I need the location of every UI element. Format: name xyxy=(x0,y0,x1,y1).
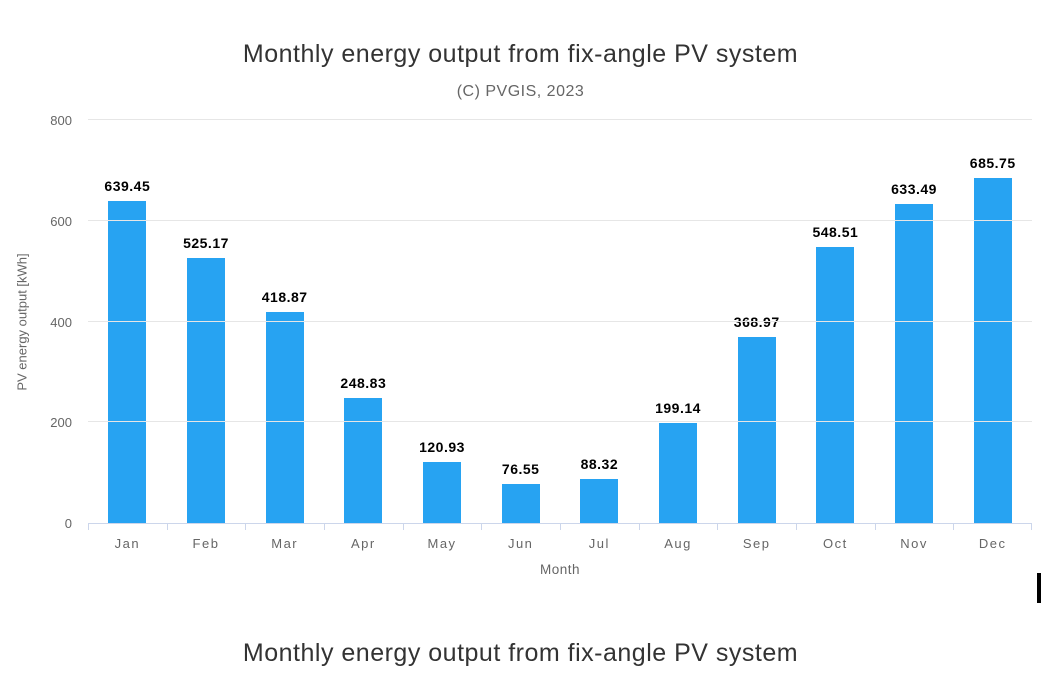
bar-oct[interactable] xyxy=(816,246,855,523)
bar-value-label-jul: 88.32 xyxy=(580,455,619,472)
gridline-y-200 xyxy=(88,421,1032,423)
bar-feb[interactable] xyxy=(187,258,225,523)
bar-slot-dec: 685.75 xyxy=(953,121,1032,523)
second-chart-title: Monthly energy output from fix-angle PV … xyxy=(242,639,799,667)
bar-slot-sep: 368.97 xyxy=(717,121,796,523)
x-axis-tick-mark xyxy=(88,524,89,530)
bar-value-label-aug: 199.14 xyxy=(655,399,701,416)
x-tick-label-feb: Feb xyxy=(192,536,220,551)
bar-slot-jul: 88.32 xyxy=(560,121,639,523)
y-tick-label-400: 400 xyxy=(50,314,72,330)
x-axis-tick-mark xyxy=(1031,524,1032,530)
bar-slot-jun: 76.55 xyxy=(481,121,560,523)
x-tick-label-sep: Sep xyxy=(742,536,771,551)
x-tick-label-jun: Jun xyxy=(507,536,534,551)
bar-apr[interactable] xyxy=(344,397,383,523)
bar-slot-nov: 633.49 xyxy=(875,121,954,523)
x-tick-label-jul: Jul xyxy=(588,536,610,551)
bar-jan[interactable] xyxy=(108,200,147,523)
x-axis-tick-mark xyxy=(796,524,797,530)
x-axis-tick-mark xyxy=(245,524,246,530)
y-tick-label-200: 200 xyxy=(50,415,72,431)
y-axis-tick-labels: 0 200 400 600 800 xyxy=(0,113,72,531)
y-tick-label-600: 600 xyxy=(50,213,72,229)
bar-value-label-sep: 368.97 xyxy=(733,314,780,331)
bar-aug[interactable] xyxy=(659,422,698,523)
x-axis-tick-mark xyxy=(324,524,325,530)
x-tick-label-may: May xyxy=(427,536,457,551)
bar-value-label-feb: 525.17 xyxy=(183,235,229,252)
x-tick-label-jan: Jan xyxy=(114,536,141,551)
bar-may[interactable] xyxy=(423,462,462,523)
y-tick-label-0: 0 xyxy=(64,516,72,531)
x-tick-label-apr: Apr xyxy=(350,536,376,551)
clipped-edge-element xyxy=(1037,573,1041,603)
x-axis-tick-labels: Jan Feb Mar Apr May Jun Jul Aug Sep Oct Nov Dec xyxy=(88,536,1032,551)
bar-slot-may: 120.93 xyxy=(403,121,482,523)
x-axis-tick-mark xyxy=(481,524,482,530)
x-tick-label-oct: Oct xyxy=(823,536,848,551)
x-tick-label-dec: Dec xyxy=(978,536,1007,551)
bar-jun[interactable] xyxy=(501,484,540,523)
x-axis-tick-mark xyxy=(403,524,404,530)
x-axis-tick-mark xyxy=(167,524,168,530)
bar-mar[interactable] xyxy=(265,312,304,523)
bar-sep[interactable] xyxy=(737,337,776,523)
bar-value-label-apr: 248.83 xyxy=(340,374,387,391)
chart-title: Monthly energy output from fix-angle PV … xyxy=(242,40,799,68)
x-tick-label-mar: Mar xyxy=(271,536,299,551)
bar-value-label-oct: 548.51 xyxy=(812,223,859,240)
x-tick-label-aug: Aug xyxy=(664,536,692,551)
x-axis-tick-mark xyxy=(560,524,561,530)
bar-value-label-jan: 639.45 xyxy=(104,177,151,194)
x-tick-label-nov: Nov xyxy=(900,536,928,551)
bar-dec[interactable] xyxy=(973,177,1012,523)
x-axis-tick-mark xyxy=(875,524,876,530)
bar-slot-feb: 525.17 xyxy=(167,121,246,523)
bar-value-label-dec: 685.75 xyxy=(969,154,1016,171)
bar-value-label-jun: 76.55 xyxy=(501,461,540,478)
gridline-y-400 xyxy=(88,320,1032,322)
x-axis-tick-mark xyxy=(639,524,640,530)
bar-value-label-mar: 418.87 xyxy=(261,289,308,305)
chart-subtitle: (C) PVGIS, 2023 xyxy=(456,83,585,100)
bar-slot-oct: 548.51 xyxy=(796,121,875,523)
x-axis-tick-mark xyxy=(717,524,718,530)
bar-value-label-nov: 633.49 xyxy=(891,180,937,197)
bar-series: 639.45 525.17 418.87 248.83 120.93 76.55 88.32… xyxy=(88,121,1032,523)
bar-slot-mar: 418.87 xyxy=(245,121,324,523)
bar-slot-jan: 639.45 xyxy=(88,121,167,523)
x-axis-title: Month xyxy=(539,562,581,577)
gridline-y-800 xyxy=(88,119,1032,120)
bar-slot-apr: 248.83 xyxy=(324,121,403,523)
x-axis-tick-mark xyxy=(953,524,954,530)
plot-area: 639.45 525.17 418.87 248.83 120.93 76.55 88.32… xyxy=(88,119,1032,530)
bar-value-label-may: 120.93 xyxy=(419,439,465,456)
bar-slot-aug: 199.14 xyxy=(639,121,718,523)
gridline-y-600 xyxy=(88,219,1032,221)
bar-jul[interactable] xyxy=(580,478,619,523)
bar-nov[interactable] xyxy=(895,203,934,523)
y-tick-label-800: 800 xyxy=(50,113,72,128)
